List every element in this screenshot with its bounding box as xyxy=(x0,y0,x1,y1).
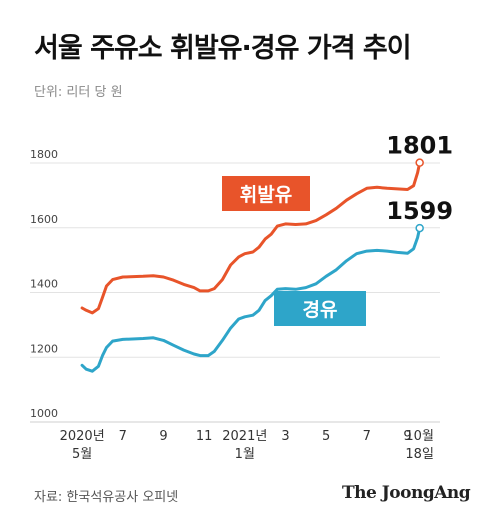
gasoline-end-value-label: 1801 xyxy=(386,132,453,160)
gasoline-line xyxy=(80,161,422,315)
x-tick-sublabel-4: 1월 xyxy=(235,447,255,462)
x-tick-label-9: 10월 xyxy=(405,429,434,444)
x-tick-label-0: 2020년 xyxy=(60,429,105,444)
x-tick-label-3: 11 xyxy=(196,429,213,444)
diesel-legend-box xyxy=(274,291,366,326)
diesel-line xyxy=(80,226,422,373)
y-tick-label-1600: 1600 xyxy=(30,213,58,226)
gasoline-end-point xyxy=(415,158,424,167)
y-tick-label-1800: 1800 xyxy=(30,148,58,161)
x-tick-label-5: 3 xyxy=(281,429,289,444)
diesel-legend-label: 경유 xyxy=(303,299,338,321)
x-tick-label-4: 2021년 xyxy=(222,429,267,444)
x-tick-label-6: 5 xyxy=(322,429,330,444)
x-tick-label-8: 9 xyxy=(403,429,411,444)
unit-label: 단위: 리터 당 원 xyxy=(34,85,123,100)
gasoline-legend-label: 휘발유 xyxy=(240,184,292,206)
y-tick-label-1200: 1200 xyxy=(30,342,58,355)
x-tick-label-1: 7 xyxy=(119,429,127,444)
x-tick-label-7: 7 xyxy=(363,429,371,444)
brand-logo: The JoongAng xyxy=(342,483,471,503)
diesel-end-value-label: 1599 xyxy=(386,197,453,225)
diesel-end-point xyxy=(415,223,424,233)
chart-title: 서울 주유소 휘발유·경유 가격 추이 xyxy=(34,33,412,64)
y-tick-label-1000: 1000 xyxy=(30,407,58,420)
y-tick-label-1400: 1400 xyxy=(30,278,58,291)
gasoline-legend-box xyxy=(222,176,310,211)
x-tick-sublabel-0: 5월 xyxy=(72,447,92,462)
x-tick-sublabel-9: 18일 xyxy=(405,447,434,462)
source-text: 자료: 한국석유공사 오피넷 xyxy=(34,490,179,505)
x-tick-label-2: 9 xyxy=(159,429,167,444)
